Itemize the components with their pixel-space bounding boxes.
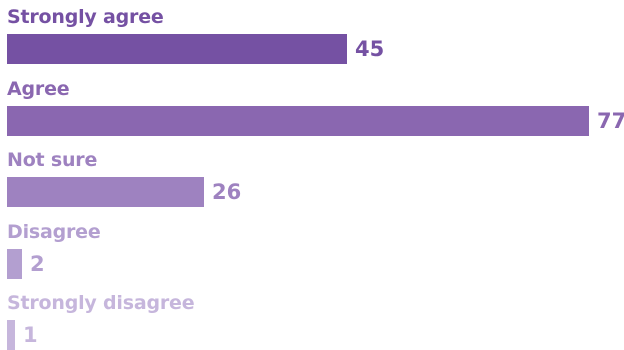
category-label: Not sure	[7, 149, 98, 171]
value-label: 2	[30, 252, 45, 276]
value-label: 45	[355, 37, 385, 61]
bar	[7, 249, 22, 279]
category-label: Strongly disagree	[7, 292, 195, 314]
bar	[7, 320, 15, 350]
category-label: Disagree	[7, 221, 101, 243]
value-label: 1	[23, 323, 38, 347]
value-label: 77	[597, 109, 624, 133]
value-label: 26	[212, 180, 242, 204]
category-label: Agree	[7, 78, 70, 100]
bar	[7, 106, 589, 136]
category-label: Strongly agree	[7, 6, 164, 28]
bar	[7, 177, 204, 207]
bar	[7, 34, 347, 64]
